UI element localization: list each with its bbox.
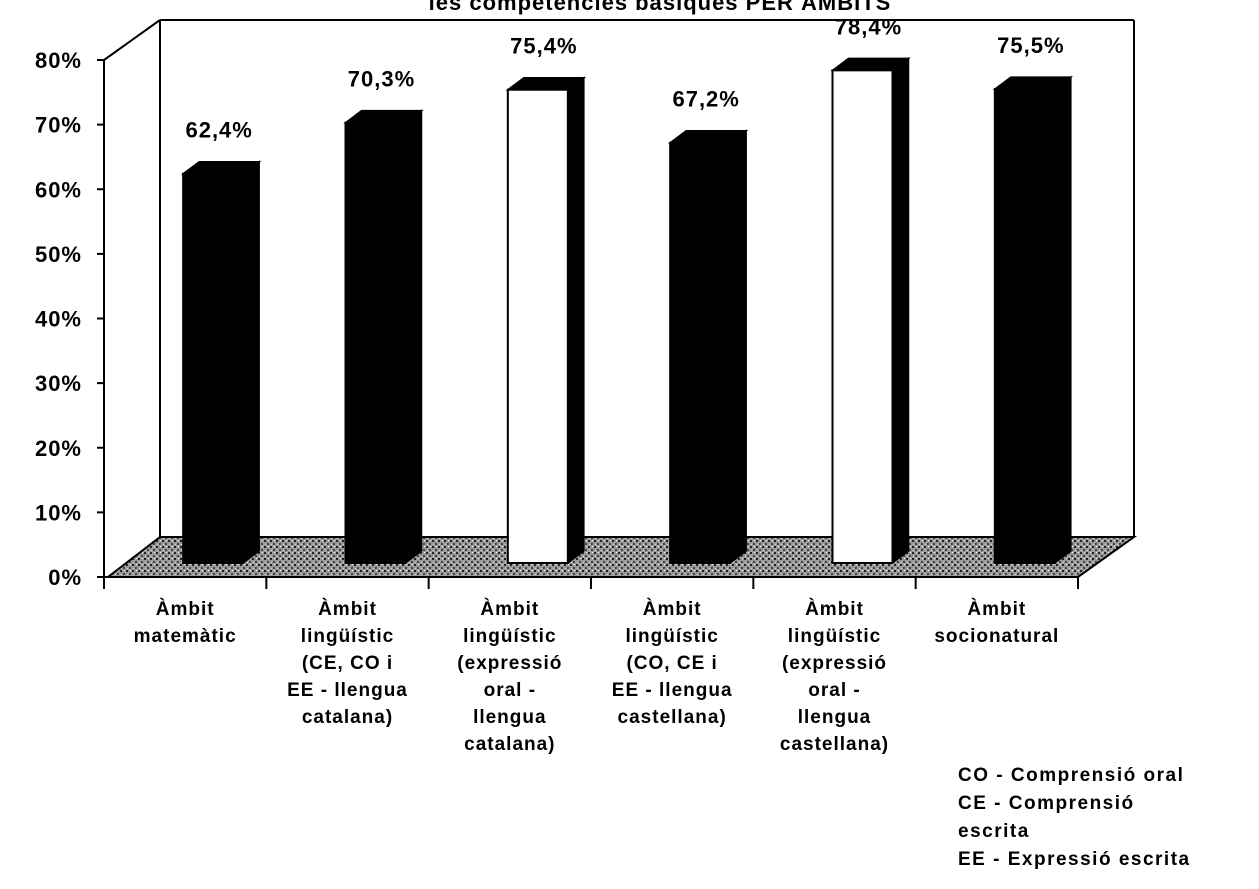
category-label: Àmbit socionatural	[934, 598, 1059, 647]
abbreviation-notes: CO - Comprensió oral CE - Comprensió esc…	[958, 762, 1258, 874]
bar	[344, 121, 407, 564]
note-line: EE - Expressió escrita	[958, 849, 1191, 870]
y-axis: 0% 10% 20% 30% 40% 50% 60% 70% 80%	[35, 48, 1079, 590]
y-tick-label: 60%	[35, 177, 82, 202]
y-tick-label: 0%	[48, 565, 82, 590]
data-label: 78,4%	[835, 14, 902, 39]
bar	[831, 69, 894, 564]
bar-side	[891, 56, 910, 565]
category-label: Àmbit matemàtic	[134, 598, 237, 647]
floor-plane	[105, 536, 1138, 578]
y-tick-label: 40%	[35, 307, 82, 332]
y-tick-label: 10%	[35, 500, 82, 525]
bar-side	[1054, 75, 1072, 565]
bar	[669, 141, 732, 564]
category-label: Àmbit lingüístic (expressió oral -llengua ca…	[457, 598, 562, 755]
bar	[506, 88, 569, 564]
category-labels: Àmbit matemàtic Àmbit lingüístic (CE, CO i EE…	[134, 598, 1059, 755]
y-tick-label: 80%	[35, 48, 82, 73]
data-label: 75,5%	[997, 33, 1064, 58]
bars	[180, 56, 1074, 565]
category-label: Àmbit lingüístic (expressió oral -llengua ca…	[780, 598, 889, 755]
bar-side	[567, 76, 585, 565]
note-line: escrita	[958, 821, 1030, 842]
y-tick-label: 20%	[35, 436, 82, 461]
wall-edge	[103, 19, 161, 61]
note-line: CO - Comprensió oral	[958, 765, 1185, 786]
y-tick-label: 50%	[35, 242, 82, 267]
bar-side	[729, 129, 747, 565]
category-label: Àmbit lingüístic (CO, CE i EE - llengua cast…	[612, 598, 733, 728]
bar	[182, 172, 245, 565]
y-tick-label: 30%	[35, 371, 82, 396]
data-label: 70,3%	[348, 67, 415, 92]
chart-title: les competències bàsiques PER ÀMBITS	[429, 0, 892, 15]
y-tick-label: 70%	[35, 113, 82, 138]
plot-frame	[103, 19, 1135, 537]
note-line: CE - Comprensió	[958, 793, 1135, 814]
data-label: 62,4%	[185, 118, 252, 143]
category-label: Àmbit lingüístic (CE, CO i EE - llengua cata…	[287, 598, 408, 728]
data-label: 75,4%	[510, 34, 577, 59]
bar	[993, 88, 1056, 565]
data-label: 67,2%	[672, 87, 739, 112]
plot-floor	[105, 536, 1138, 578]
bar-side	[242, 160, 260, 565]
bar-side	[404, 109, 423, 565]
data-labels: 62,4% 70,3% 75,4% 67,2% 78,4% 75,5%	[185, 14, 1064, 143]
